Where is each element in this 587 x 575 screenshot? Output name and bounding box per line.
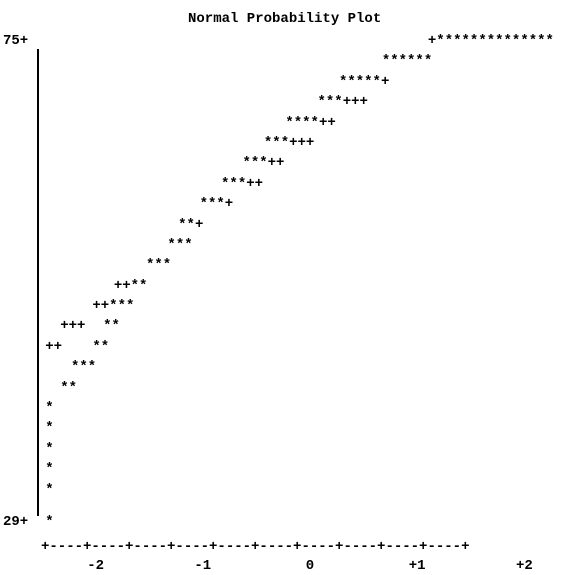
x-tick-label-plus-2: +2 [515, 558, 533, 574]
data-point-group: ** [103, 318, 120, 335]
x-axis-line: +----+----+----+----+----+----+----+----… [41, 539, 470, 555]
data-point-group: * [45, 481, 54, 498]
data-point-group: ***+ [199, 196, 234, 213]
data-point-group: ***++ [242, 155, 285, 172]
y-tick-label-29: 29+ [3, 514, 29, 530]
data-point-group: ++** [113, 277, 148, 294]
x-tick-label-minus-1: -1 [194, 558, 212, 574]
data-point-group: ****++ [285, 114, 336, 131]
data-point-group: *****+ [338, 73, 390, 90]
data-point-group: *** [70, 359, 97, 376]
data-point-group: ** [60, 379, 78, 396]
chart-title: Normal Probability Plot [188, 11, 382, 27]
data-point-group: *** [145, 257, 172, 274]
y-axis-line [37, 49, 39, 516]
data-point-group: ** [92, 338, 110, 355]
x-tick-label-minus-2: -2 [87, 558, 104, 574]
data-point-group: ***++ [221, 175, 264, 192]
x-tick-label-plus-1: +1 [408, 558, 426, 574]
data-point-group: *** [167, 236, 193, 253]
data-point-group: ++ [45, 338, 63, 355]
data-point-group: +++ [60, 318, 86, 335]
data-point-group: * [45, 514, 54, 530]
x-tick-label-0: 0 [305, 558, 315, 574]
data-point-group: ***+++ [263, 134, 315, 151]
data-point-group: * [45, 461, 54, 478]
data-point-group: * [45, 440, 54, 457]
y-tick-label-75: 75+ [3, 33, 29, 49]
data-point-group: * [45, 400, 54, 417]
data-point-group: **+ [178, 216, 204, 233]
data-point-group: ++*** [92, 298, 135, 315]
data-point-group: * [45, 420, 54, 437]
data-point-group: ****** [381, 53, 433, 70]
data-point-group: +************** [427, 33, 554, 49]
data-point-group: ***+++ [317, 94, 368, 111]
